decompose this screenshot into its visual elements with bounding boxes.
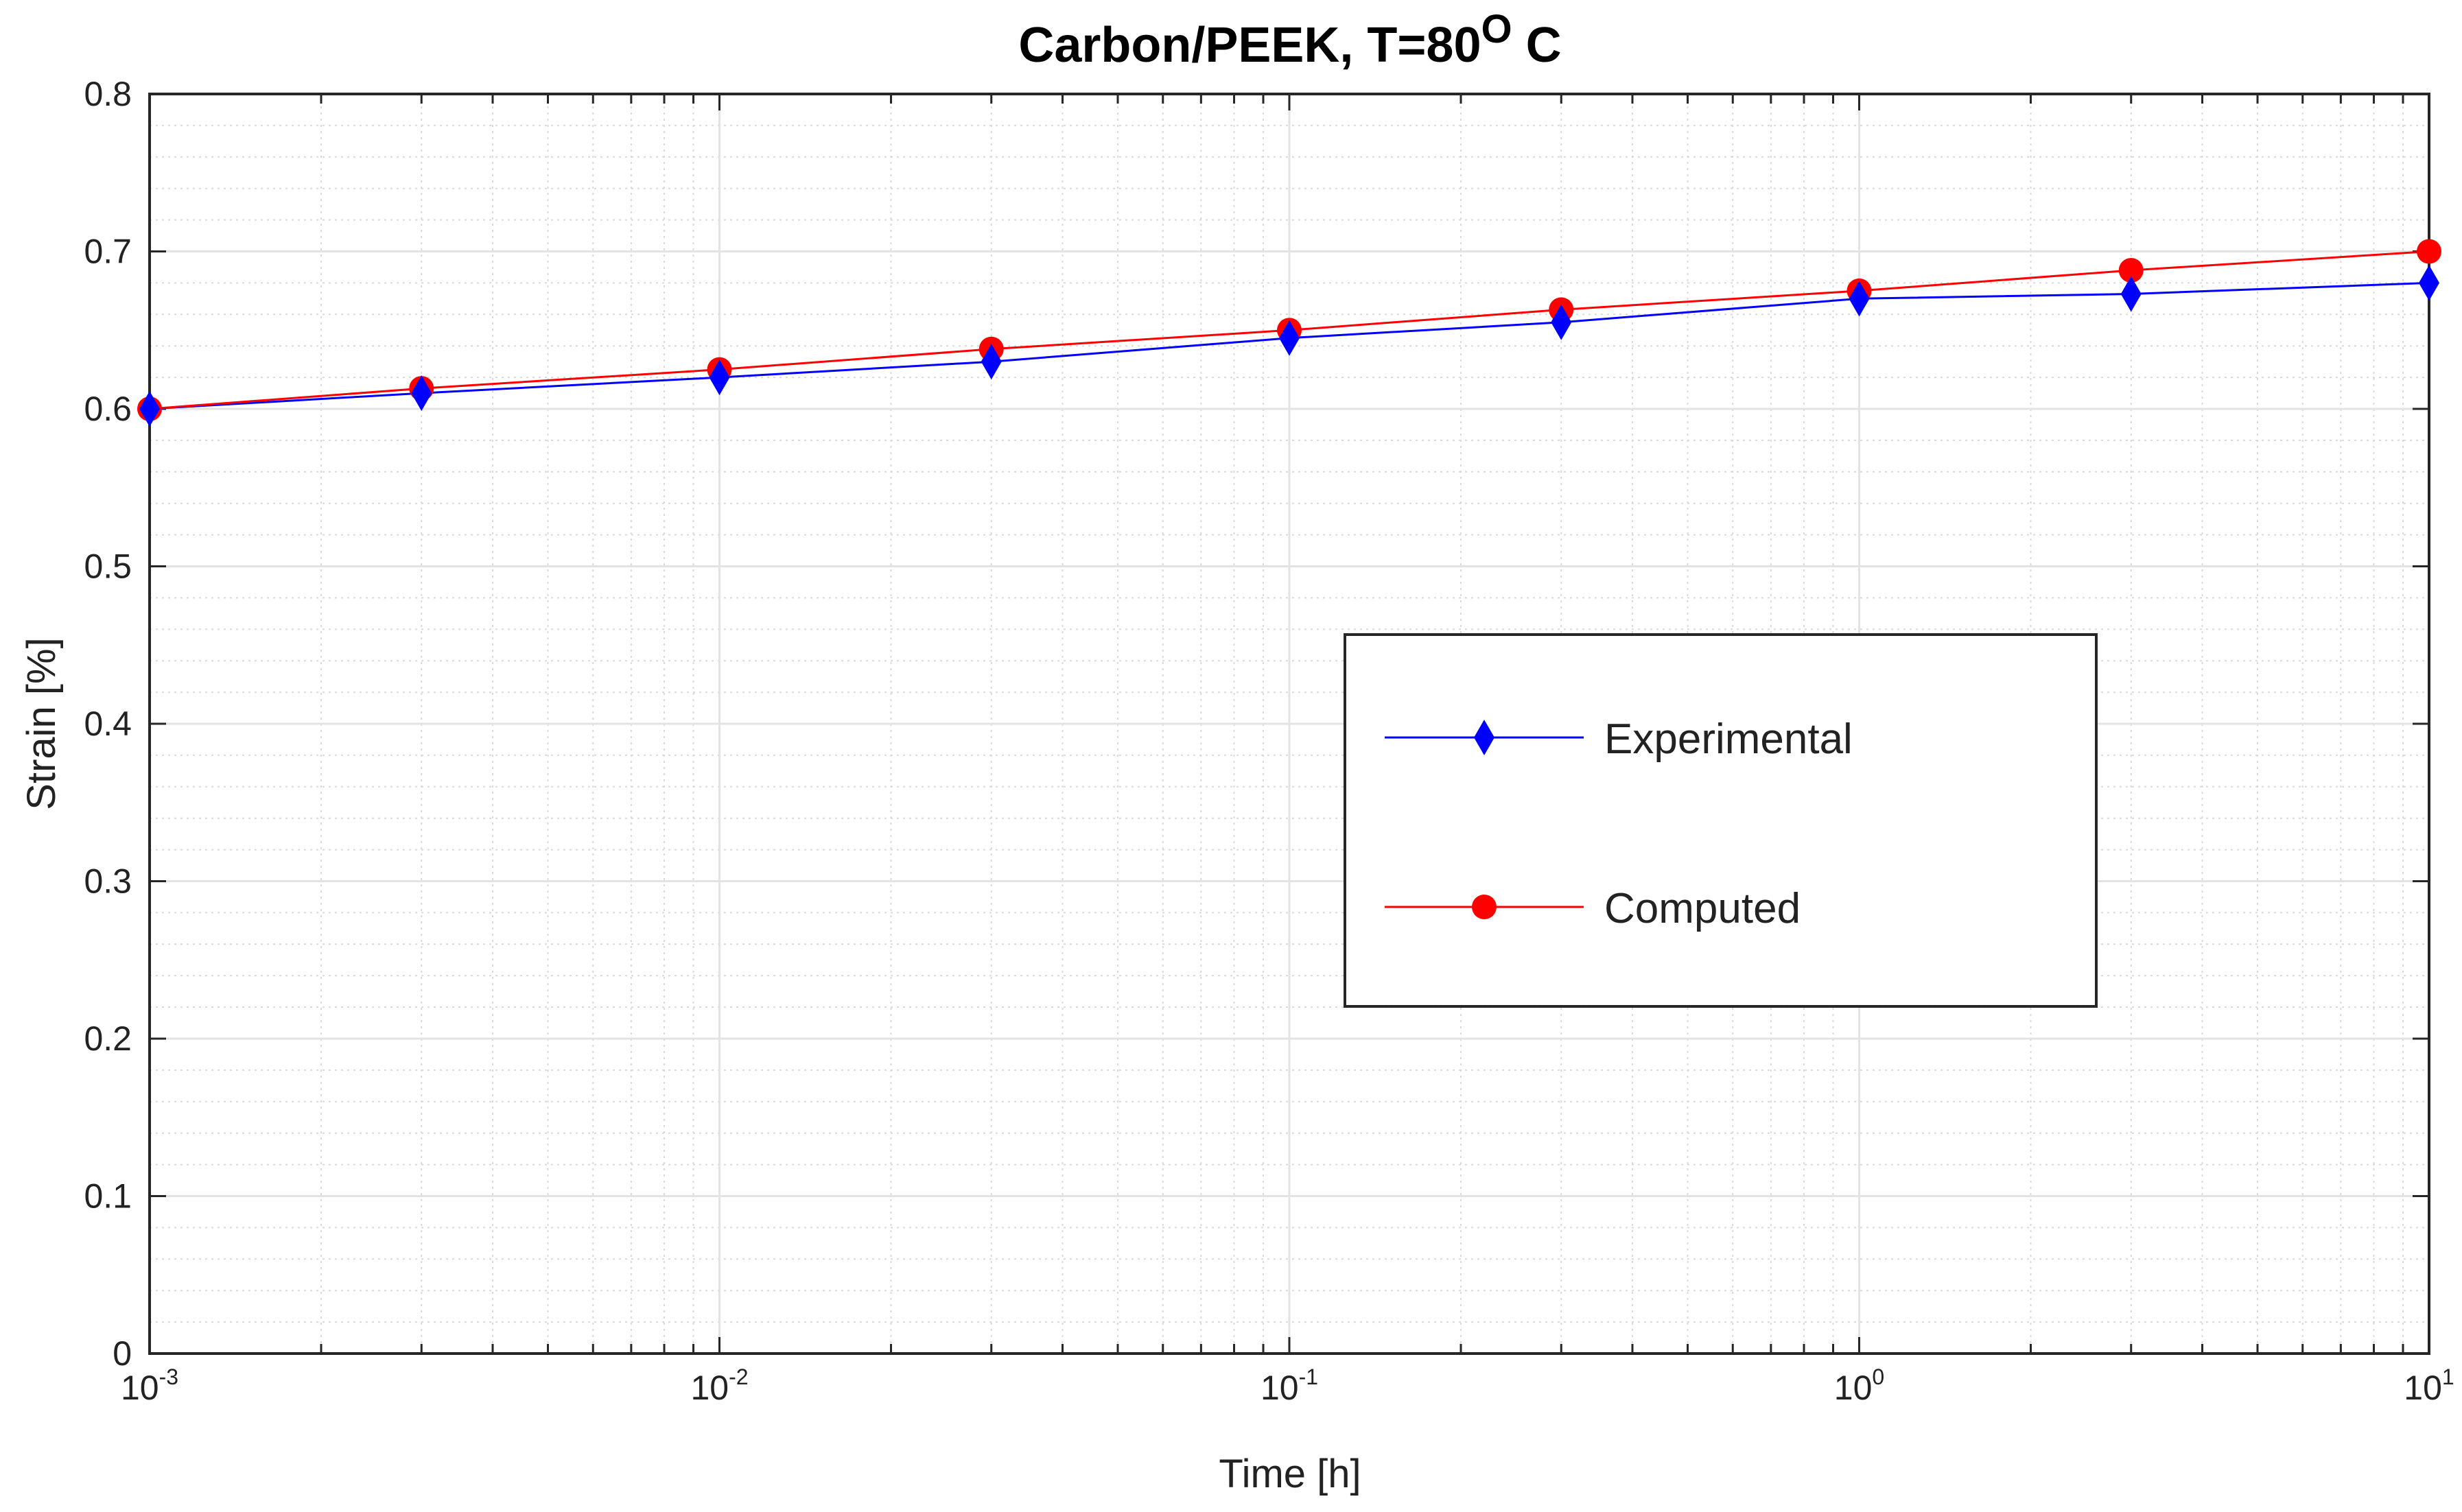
- y-tick-labels: 0 0.1 0.2 0.3 0.4 0.5 0.6 0.7 0.8: [84, 75, 132, 1373]
- legend-marker-experimental: [1474, 720, 1494, 755]
- data-point-experimental: [1279, 320, 1300, 356]
- data-point-experimental: [709, 359, 730, 396]
- series-markers: [137, 239, 2441, 427]
- y-tick-label: 0.1: [84, 1177, 132, 1216]
- y-axis-label: Strain [%]: [19, 637, 64, 810]
- data-point-experimental: [2419, 265, 2439, 301]
- data-point-experimental: [1849, 281, 1870, 317]
- y-tick-label: 0: [113, 1334, 132, 1373]
- data-point-experimental: [981, 344, 1002, 380]
- legend-box: [1344, 633, 2098, 1008]
- y-tick-label: 0.8: [84, 75, 132, 113]
- y-tick-label: 0.6: [84, 390, 132, 428]
- x-tick-label: 10-2: [690, 1365, 748, 1407]
- x-tick-label: 100: [1834, 1365, 1884, 1407]
- x-axis-label: Time [h]: [1219, 1452, 1361, 1496]
- y-tick-label: 0.7: [84, 233, 132, 271]
- y-tick-label: 0.5: [84, 547, 132, 586]
- y-tick-label: 0.3: [84, 862, 132, 901]
- axis-ticks: [148, 93, 2430, 1355]
- legend-marker-computed: [1472, 895, 1497, 919]
- legend-label-experimental: Experimental: [1604, 716, 1853, 763]
- title-superscript: O: [1481, 7, 1512, 51]
- data-point-experimental: [2120, 276, 2142, 312]
- y-tick-label: 0.4: [84, 705, 132, 743]
- legend-label-computed: Computed: [1604, 885, 1801, 932]
- y-tick-label: 0.2: [84, 1019, 132, 1058]
- data-point-computed: [2417, 239, 2441, 264]
- data-point-experimental: [411, 375, 432, 412]
- x-tick-labels: 10-3 10-2 10-1 100 101: [121, 1365, 2454, 1407]
- data-point-experimental: [1551, 304, 1572, 340]
- x-tick-label: 101: [2404, 1365, 2454, 1407]
- data-point-experimental: [139, 391, 160, 427]
- legend: Experimental Computed: [1344, 633, 2098, 1008]
- x-tick-label: 10-3: [121, 1365, 178, 1407]
- data-point-computed: [2118, 258, 2144, 283]
- chart-title: Carbon/PEEK, T=80O C: [1018, 7, 1561, 73]
- x-tick-label: 10-1: [1261, 1365, 1318, 1407]
